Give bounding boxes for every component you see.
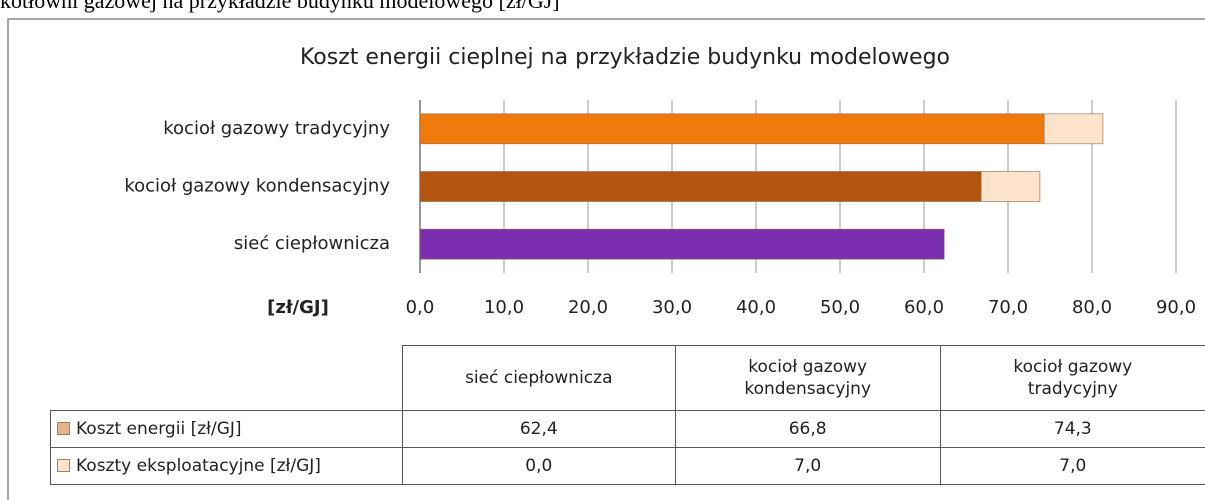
legend-key bbox=[57, 422, 70, 435]
x-tick-label: 10,0 bbox=[484, 297, 524, 318]
table-corner bbox=[50, 345, 403, 411]
y-tick-label: sieć ciepłownicza bbox=[234, 233, 390, 254]
legend-cell: Koszt energii [zł/GJ] bbox=[50, 410, 403, 448]
chart-border bbox=[7, 18, 1205, 500]
legend-key bbox=[57, 459, 70, 472]
chart-title: Koszt energii cieplnej na przykładzie bu… bbox=[300, 45, 950, 70]
bar bbox=[419, 113, 1045, 145]
x-tick-label: 20,0 bbox=[568, 297, 608, 318]
x-tick-label: 90,0 bbox=[1156, 297, 1196, 318]
caption: kotłowni gazowej na przykładzie budynku … bbox=[0, 0, 560, 13]
x-tick-label: 40,0 bbox=[736, 297, 776, 318]
legend-label: Koszty eksploatacyjne [zł/GJ] bbox=[76, 456, 321, 476]
y-tick-label: kocioł gazowy kondensacyjny bbox=[124, 176, 390, 197]
table-header: kocioł gazowy tradycyjny bbox=[939, 345, 1205, 411]
x-tick-label: 0,0 bbox=[406, 297, 435, 318]
bar bbox=[1043, 113, 1104, 145]
x-axis-label: [zł/GJ] bbox=[267, 297, 329, 318]
table-value: 0,0 bbox=[401, 447, 676, 485]
table-value: 7,0 bbox=[939, 447, 1205, 485]
bar bbox=[419, 228, 945, 260]
legend-cell: Koszty eksploatacyjne [zł/GJ] bbox=[50, 447, 403, 485]
x-tick-label: 70,0 bbox=[988, 297, 1028, 318]
table-header: kocioł gazowy kondensacyjny bbox=[674, 345, 941, 411]
x-tick-label: 80,0 bbox=[1072, 297, 1112, 318]
x-tick-label: 50,0 bbox=[820, 297, 860, 318]
x-tick-label: 60,0 bbox=[904, 297, 944, 318]
table-header: sieć ciepłownicza bbox=[401, 345, 676, 411]
table-value: 74,3 bbox=[939, 410, 1205, 448]
x-tick-label: 30,0 bbox=[652, 297, 692, 318]
legend-label: Koszt energii [zł/GJ] bbox=[76, 419, 242, 439]
data-table: sieć ciepłownicza kocioł gazowy kondensac… bbox=[50, 345, 1205, 485]
table-value: 7,0 bbox=[674, 447, 941, 485]
table-value: 66,8 bbox=[674, 410, 941, 448]
y-tick-label: kocioł gazowy tradycyjny bbox=[163, 118, 390, 139]
bar bbox=[980, 171, 1041, 202]
table-value: 62,4 bbox=[401, 410, 676, 448]
bar bbox=[419, 171, 982, 202]
